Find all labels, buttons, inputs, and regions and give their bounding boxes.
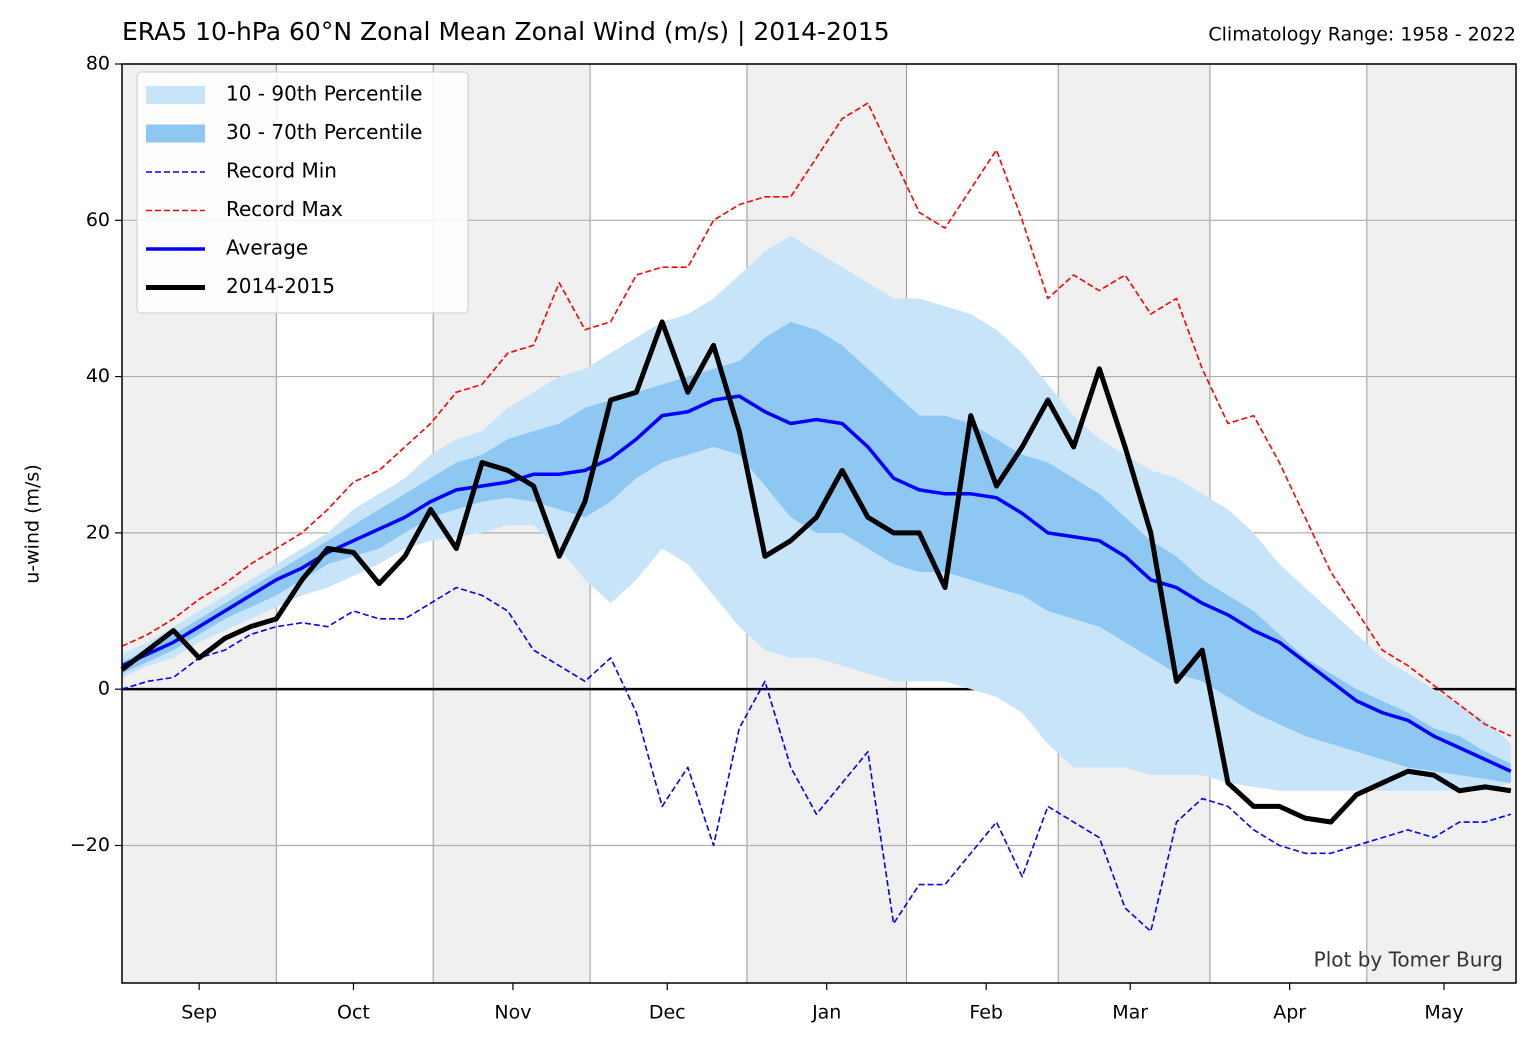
y-tick-label: 40 — [86, 365, 110, 387]
y-tick-label: 80 — [86, 53, 110, 75]
x-tick-label: Dec — [649, 1002, 686, 1024]
y-tick-label: 20 — [86, 521, 110, 543]
x-tick-label: Sep — [181, 1002, 217, 1024]
y-tick-label: 60 — [86, 209, 110, 231]
marks — [120, 102, 1516, 933]
x-tick-label: May — [1424, 1002, 1463, 1024]
legend-label: Record Max — [226, 197, 343, 221]
series-line — [121, 586, 1512, 933]
x-tick-label: Jan — [811, 1002, 841, 1024]
legend-box — [136, 71, 469, 314]
plot-frame — [121, 63, 1517, 984]
legend-label: 30 - 70th Percentile — [226, 120, 422, 144]
y-tick-label: 0 — [98, 678, 110, 700]
legend-swatch — [146, 124, 205, 143]
y-tick-label: −20 — [70, 834, 110, 856]
series-line — [121, 394, 1512, 773]
x-tick-label: Nov — [494, 1002, 531, 1024]
y-axis-label: u-wind (m/s) — [22, 464, 44, 584]
series-line — [121, 102, 1512, 737]
x-tick-label: Apr — [1273, 1002, 1306, 1024]
legend-label: Record Min — [226, 159, 337, 183]
percentile-band — [122, 321, 1511, 783]
month-shade — [1366, 64, 1516, 983]
legend-label: 2014-2015 — [226, 274, 335, 298]
annotation: Plot by Tomer Burg — [1314, 948, 1503, 972]
x-tick-label: Mar — [1112, 1002, 1148, 1024]
chart-subtitle: Climatology Range: 1958 - 2022 — [1208, 24, 1516, 46]
chart-title: ERA5 10-hPa 60°N Zonal Mean Zonal Wind (… — [122, 17, 890, 46]
legend-label: 10 - 90th Percentile — [226, 82, 422, 106]
foreground: ERA5 10-hPa 60°N Zonal Mean Zonal Wind (… — [22, 17, 1517, 1024]
legend-label: Average — [226, 236, 308, 260]
x-tick-label: Feb — [969, 1002, 1003, 1024]
x-tick-label: Oct — [337, 1002, 370, 1024]
series-line — [120, 319, 1512, 825]
legend-swatch — [146, 86, 205, 104]
